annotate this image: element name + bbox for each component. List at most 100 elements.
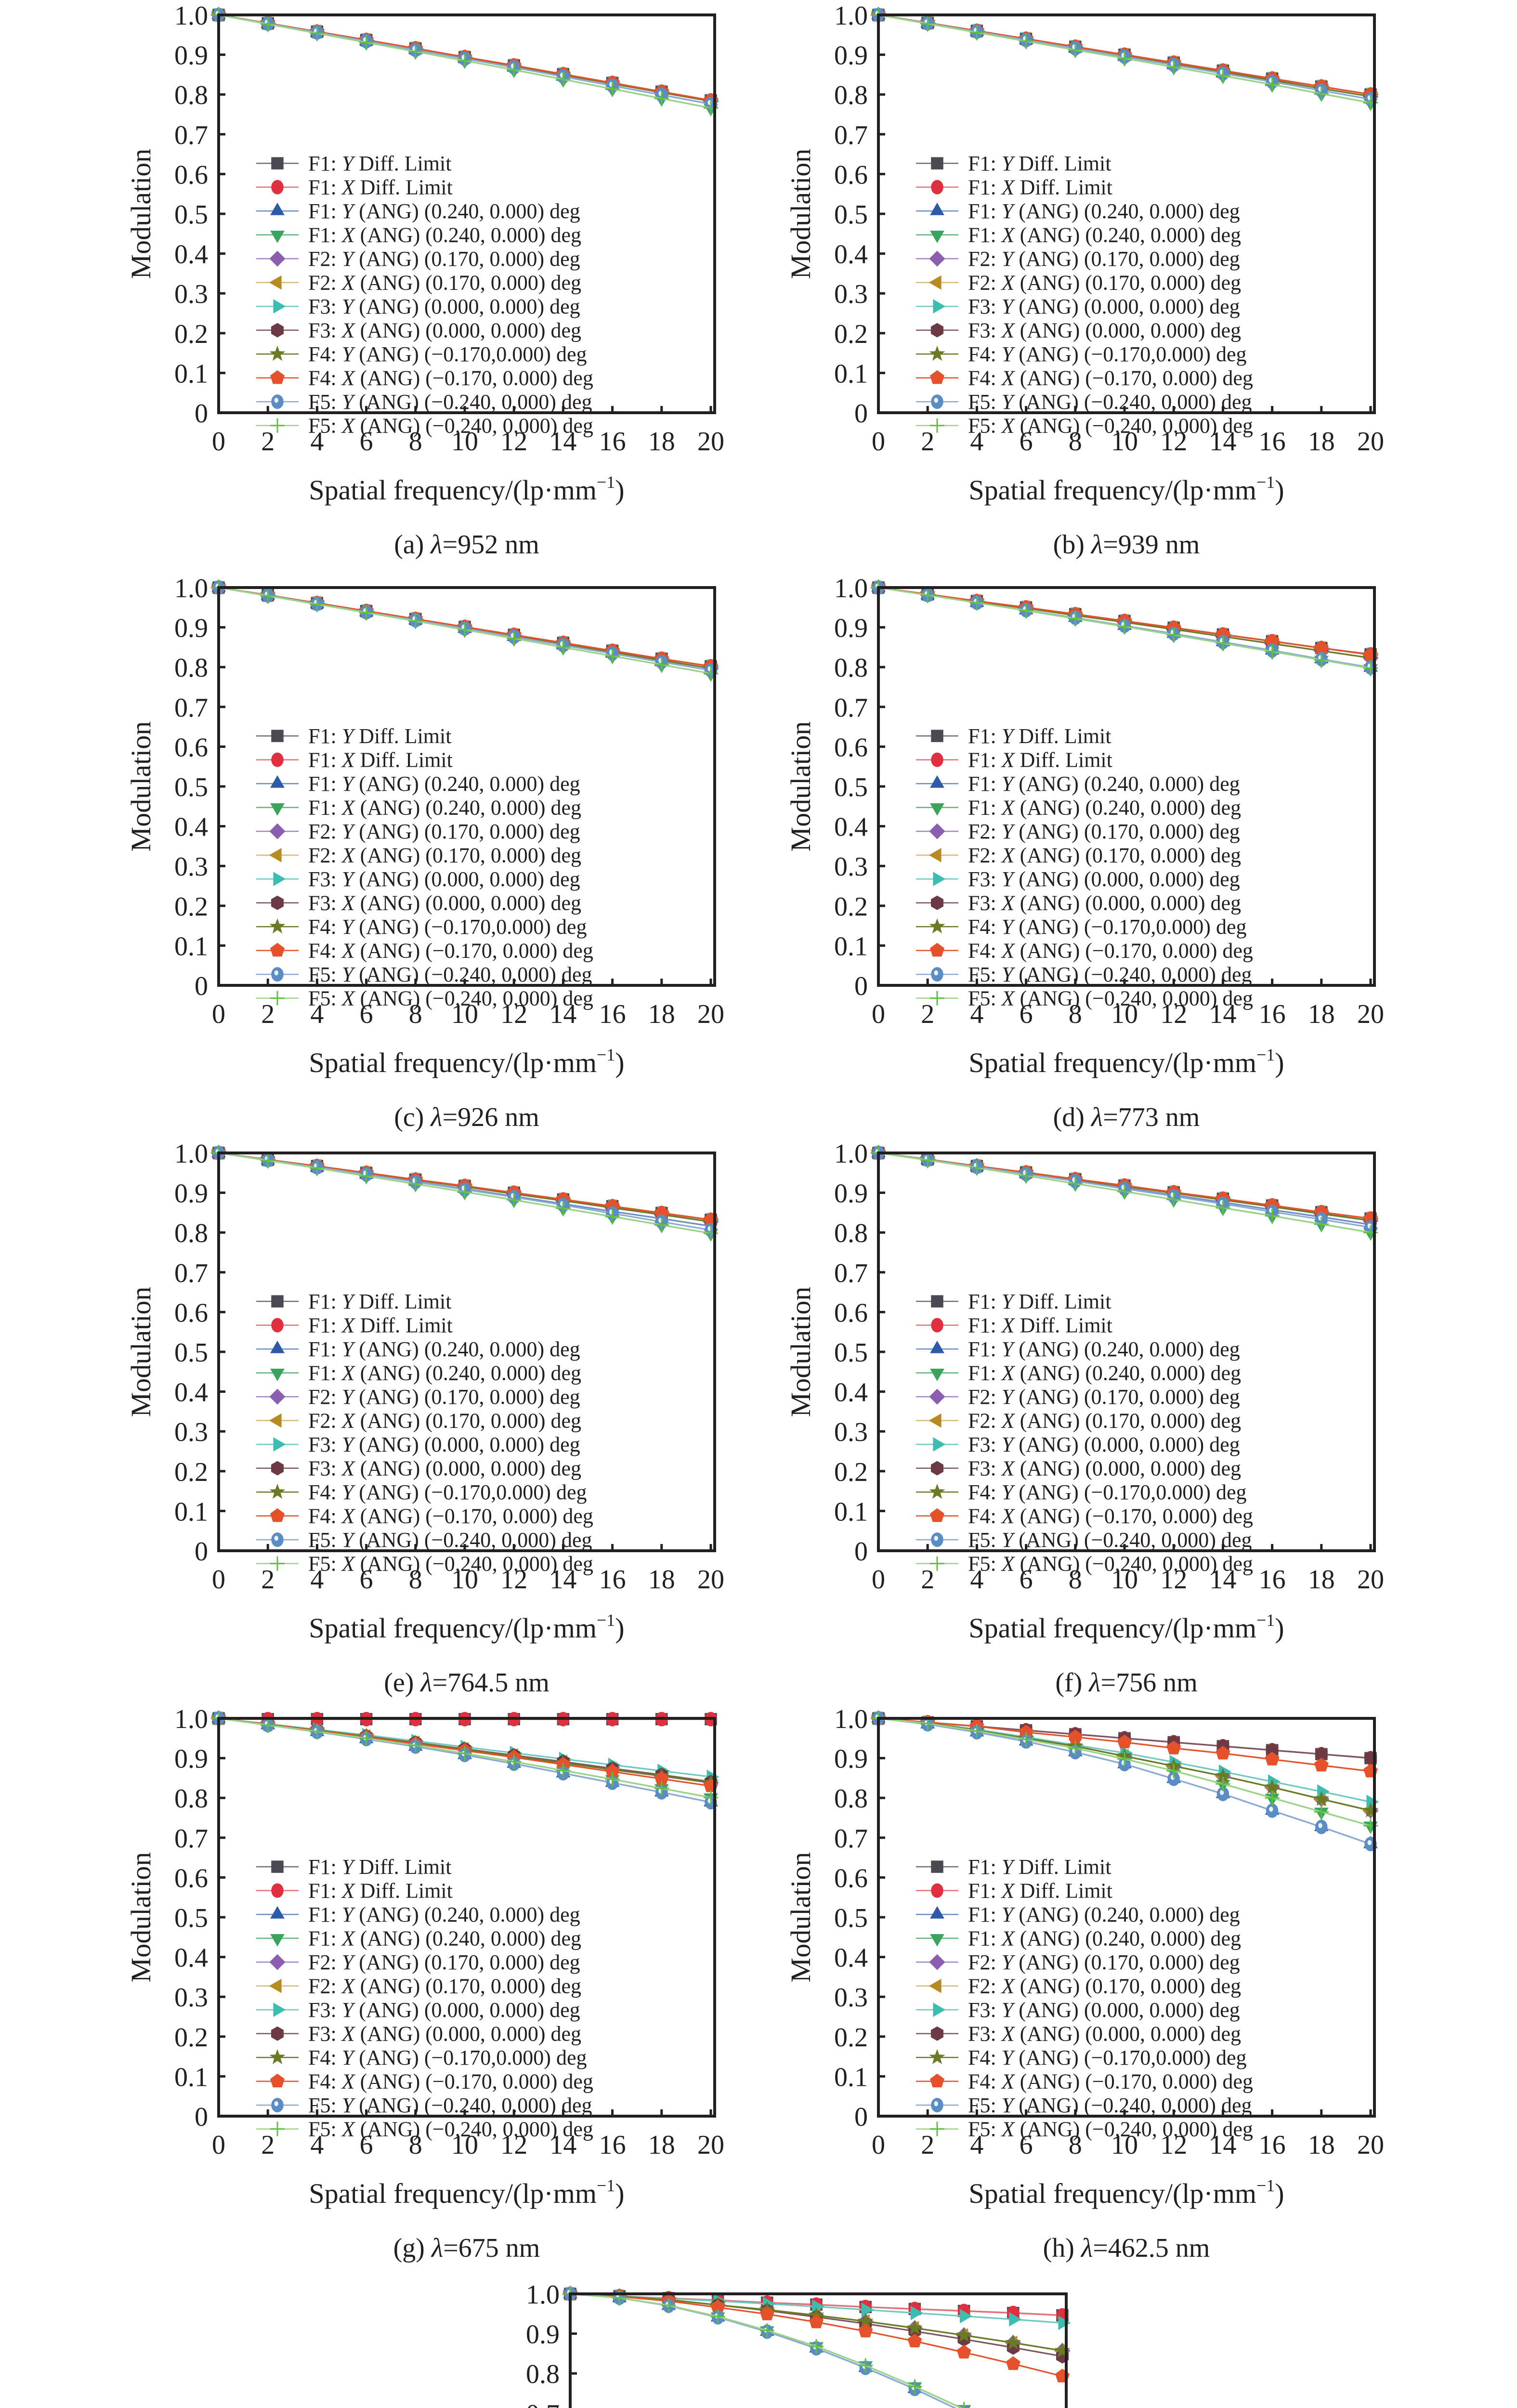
data-point — [359, 605, 374, 620]
legend-marker-diamond-icon — [269, 250, 286, 267]
x-axis: 0 2 4 6 8 10 12 14 16 18 20 — [212, 1544, 724, 1595]
legend-label: F5: X (ANG) (−0.240, 0.000) deg — [968, 987, 1253, 1010]
legend-item: F2: Y (ANG) (0.170, 0.000) deg — [916, 247, 1240, 271]
x-tick-label: 10 — [1111, 999, 1138, 1029]
y-tick-label: 0.4 — [174, 1378, 208, 1408]
data-point — [907, 2333, 922, 2347]
data-point — [605, 649, 620, 664]
y-tick-label: 0.7 — [174, 1258, 208, 1288]
y-tick-label: 0.4 — [174, 812, 208, 842]
x-tick-label: 2 — [921, 427, 934, 457]
data-point — [556, 640, 571, 654]
legend-label: F4: X (ANG) (−0.170, 0.000) deg — [968, 366, 1253, 390]
legend-label: F1: Y (ANG) (0.240, 0.000) deg — [968, 199, 1240, 223]
legend-marker-hexagon-icon — [931, 895, 943, 910]
legend-label: F2: Y (ANG) (0.170, 0.000) deg — [968, 820, 1240, 843]
data-point — [507, 62, 522, 77]
legend-label: F2: Y (ANG) (0.170, 0.000) deg — [308, 820, 580, 843]
x-tick-label: 6 — [360, 427, 373, 457]
data-point — [310, 597, 325, 612]
data-point — [1314, 86, 1329, 101]
y-tick-label: 0.3 — [834, 279, 868, 309]
data-point — [310, 26, 325, 40]
y-axis-title: Modulation — [785, 721, 816, 852]
series-group — [210, 1144, 719, 1242]
legend-label: F5: Y (ANG) (−0.240, 0.000) deg — [308, 390, 592, 414]
panel-caption: (d) λ=773 nm — [1053, 1102, 1200, 1132]
data-point — [1265, 633, 1280, 648]
x-tick-label: 8 — [409, 999, 422, 1029]
x-tick-label: 18 — [648, 427, 675, 457]
x-tick-label: 12 — [500, 1565, 527, 1595]
y-tick-label: 0 — [195, 1537, 208, 1567]
legend-marker-triangle-down-icon — [270, 231, 285, 243]
legend-marker-square-icon — [271, 730, 284, 742]
legend-marker-triangle-right-icon — [273, 872, 286, 886]
x-tick-label: 10 — [451, 1565, 478, 1595]
legend-marker-triangle-left-icon — [269, 848, 282, 863]
x-tick-label: 12 — [1160, 999, 1187, 1029]
legend-marker-sphere-icon-highlight — [934, 397, 938, 403]
x-tick-label: 8 — [409, 427, 422, 457]
legend-item: F4: Y (ANG) (−0.170,0.000) deg — [916, 915, 1246, 939]
legend-item: F5: Y (ANG) (−0.240, 0.000) deg — [916, 390, 1252, 414]
x-axis-title: Spatial frequency/(lp·mm−1) — [968, 472, 1284, 506]
legend-label: F4: Y (ANG) (−0.170,0.000) deg — [308, 342, 587, 366]
legend-item: F2: X (ANG) (0.170, 0.000) deg — [916, 271, 1241, 295]
legend-label: F5: Y (ANG) (−0.240, 0.000) deg — [308, 963, 592, 986]
legend-item: F3: X (ANG) (0.000, 0.000) deg — [256, 319, 581, 342]
x-tick-label: 20 — [697, 999, 724, 1029]
x-tick-label: 16 — [1259, 999, 1286, 1029]
x-tick-label: 2 — [261, 427, 275, 457]
y-tick-label: 1.0 — [526, 2280, 560, 2310]
x-tick-label: 14 — [1209, 427, 1236, 457]
y-tick-label: 0.8 — [174, 1218, 208, 1248]
y-tick-label: 0.3 — [174, 279, 208, 309]
y-tick-label: 0.9 — [174, 1179, 208, 1209]
x-tick-label: 18 — [648, 999, 675, 1029]
legend-label: F2: X (ANG) (0.170, 0.000) deg — [968, 271, 1241, 295]
legend-marker-diamond-icon — [929, 250, 945, 267]
y-axis: 0 0.1 0.2 0.3 0.4 0.5 0.6 0.7 0.8 0.9 1.0 — [174, 1, 225, 429]
y-tick-label: 0.3 — [174, 1417, 208, 1447]
legend-label: F2: Y (ANG) (0.170, 0.000) deg — [968, 247, 1240, 271]
legend-item: F4: X (ANG) (−0.170, 0.000) deg — [256, 366, 593, 390]
x-tick-label: 10 — [451, 999, 478, 1029]
x-tick-label: 0 — [872, 427, 885, 457]
legend-label: F2: X (ANG) (0.170, 0.000) deg — [308, 271, 581, 295]
legend-marker-star-icon — [929, 345, 945, 361]
x-tick-label: 2 — [261, 1565, 275, 1595]
legend-item: F4: X (ANG) (−0.170, 0.000) deg — [256, 939, 593, 963]
x-axis: 0 2 4 6 8 10 12 14 16 18 20 — [212, 406, 724, 457]
x-tick-label: 16 — [1259, 427, 1286, 457]
legend-marker-triangle-up-icon — [270, 202, 285, 215]
legend-item: F1: Y (ANG) (0.240, 0.000) deg — [916, 772, 1240, 796]
legend-item: F1: Y (ANG) (0.240, 0.000) deg — [256, 199, 580, 223]
y-tick-label: 0.5 — [834, 772, 868, 802]
legend-label: F1: X Diff. Limit — [968, 176, 1112, 199]
plot-frame — [217, 13, 716, 414]
series-11 — [211, 580, 718, 681]
legend-label: F1: X (ANG) (0.240, 0.000) deg — [308, 223, 581, 247]
x-tick-label: 4 — [310, 1565, 324, 1595]
legend-label: F2: X (ANG) (0.170, 0.000) deg — [308, 844, 581, 867]
legend-marker-triangle-down-icon — [270, 803, 285, 816]
legend-label: F1: X (ANG) (0.240, 0.000) deg — [968, 223, 1241, 247]
data-point — [956, 2344, 971, 2359]
x-tick-label: 12 — [500, 999, 527, 1029]
legend-item: F1: Y Diff. Limit — [256, 724, 451, 748]
x-tick-label: 14 — [549, 427, 576, 457]
y-tick-label: 0.8 — [174, 80, 208, 110]
legend-label: F4: Y (ANG) (−0.170,0.000) deg — [968, 915, 1246, 939]
y-tick-label: 0.2 — [834, 892, 868, 922]
y-axis-title: Modulation — [125, 149, 157, 279]
y-tick-label: 0.6 — [174, 160, 208, 190]
legend-item: F3: X (ANG) (0.000, 0.000) deg — [916, 891, 1241, 915]
data-point — [1166, 628, 1181, 642]
x-axis-title: Spatial frequency/(lp·mm−1) — [309, 1045, 624, 1078]
y-tick-label: 1.0 — [174, 574, 208, 603]
y-tick-label: 0.6 — [174, 733, 208, 762]
legend-label: F1: Y Diff. Limit — [308, 152, 451, 175]
